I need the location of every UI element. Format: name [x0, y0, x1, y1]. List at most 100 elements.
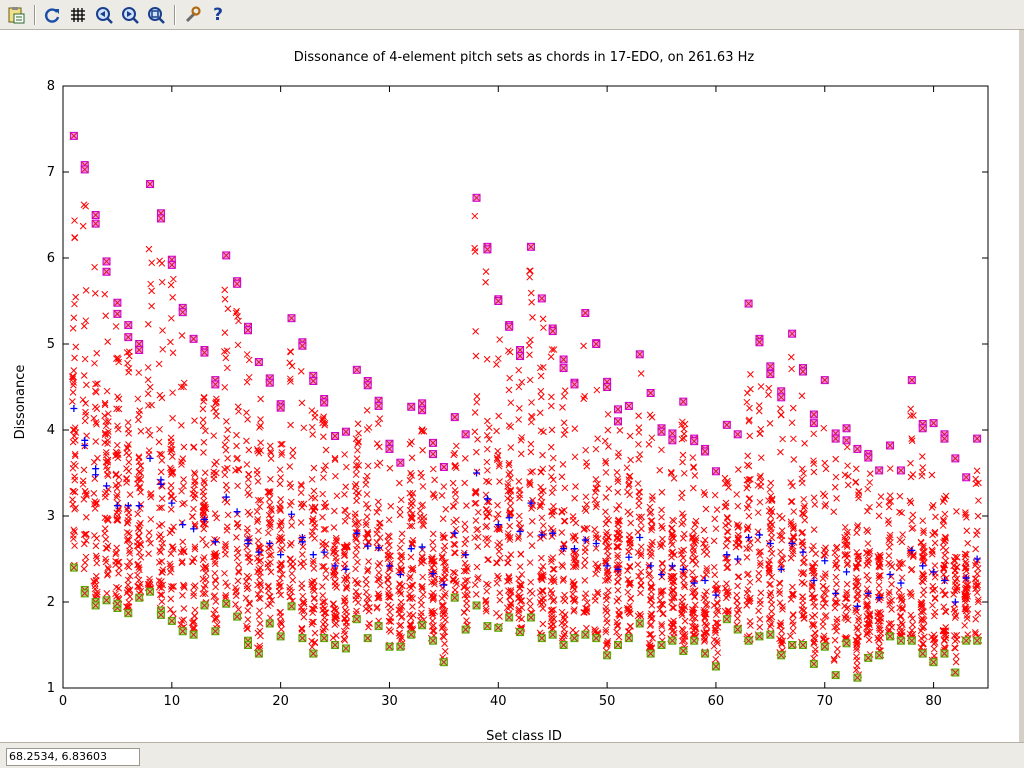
data-point-high — [605, 533, 612, 541]
data-point-high — [213, 398, 220, 406]
data-point-high — [627, 594, 634, 602]
data-point-high — [406, 477, 414, 484]
data-point-mean — [581, 536, 589, 544]
data-point-high — [822, 612, 830, 619]
data-point-mean — [930, 568, 938, 576]
data-point-high — [126, 549, 134, 557]
data-point-high — [571, 550, 578, 558]
data-point-high — [440, 559, 447, 566]
data-point-high — [527, 603, 534, 610]
replot-button[interactable] — [40, 3, 64, 27]
data-point-high — [678, 602, 686, 609]
data-point-high — [374, 576, 381, 583]
data-point-high — [885, 520, 893, 527]
data-point-min-cross — [190, 631, 197, 639]
data-point-high — [277, 566, 284, 574]
data-point-high — [101, 399, 109, 407]
data-point-high — [942, 492, 950, 500]
data-point-high — [351, 576, 359, 584]
data-point-high — [464, 591, 471, 599]
zoom-next-button[interactable] — [118, 3, 142, 27]
data-point-high — [406, 506, 414, 514]
data-point-high — [743, 554, 751, 561]
copy-clipboard-button[interactable] — [4, 3, 28, 27]
data-point-high — [242, 594, 250, 602]
data-point-high — [146, 383, 154, 391]
data-point-high — [319, 628, 327, 636]
data-point-high — [442, 566, 450, 574]
data-point-high — [496, 613, 503, 620]
data-point-high — [137, 541, 145, 549]
data-point-high — [691, 614, 699, 622]
data-point-high — [939, 544, 947, 551]
data-point-max-cross — [549, 327, 557, 335]
data-point-high — [635, 455, 643, 463]
data-point-high — [188, 558, 196, 565]
data-point-high — [581, 594, 589, 602]
data-point-high — [820, 551, 828, 559]
data-point-high — [418, 582, 426, 590]
options-button[interactable] — [180, 3, 204, 27]
data-point-high — [167, 487, 175, 495]
data-point-high — [320, 503, 328, 511]
y-tick-label: 4 — [47, 423, 55, 438]
data-point-high — [700, 634, 708, 641]
data-point-mean — [418, 543, 426, 551]
data-point-high — [637, 370, 645, 377]
data-point-high — [102, 422, 110, 430]
plot-canvas[interactable]: 0 10 20 30 40 50 60 70 80 1 2 3 4 5 6 7 8 Dissonance of … — [0, 30, 1019, 744]
data-point-high — [703, 629, 710, 637]
data-point-high — [71, 300, 78, 308]
data-point-high — [289, 558, 297, 565]
data-point-high — [875, 622, 883, 630]
data-point-high — [801, 440, 808, 447]
grid-button[interactable] — [66, 3, 90, 27]
data-point-high — [181, 499, 188, 507]
data-point-high — [865, 636, 873, 644]
data-point-high — [919, 517, 927, 525]
data-point-high — [754, 509, 762, 516]
data-point-high — [604, 547, 611, 555]
data-point-high — [245, 483, 252, 490]
data-point-high — [353, 607, 360, 615]
data-point-high — [438, 553, 446, 560]
data-point-high — [135, 416, 142, 424]
data-point-mean — [810, 577, 818, 584]
data-point-high — [700, 488, 708, 496]
data-point-high — [364, 462, 372, 470]
zoom-prev-button[interactable] — [92, 3, 116, 27]
data-point-high — [429, 538, 437, 546]
data-point-high — [126, 529, 133, 537]
data-point-high — [125, 598, 133, 606]
data-point-high — [167, 445, 174, 453]
data-point-high — [777, 619, 785, 627]
data-point-high — [461, 540, 469, 548]
unzoom-button[interactable] — [144, 3, 168, 27]
data-point-high — [691, 593, 699, 600]
data-point-max-cross — [777, 387, 785, 395]
data-point-high — [374, 590, 382, 598]
data-point-max-cross — [222, 252, 230, 259]
data-point-high — [72, 343, 80, 351]
data-point-high — [637, 612, 645, 620]
data-point-high — [733, 591, 741, 599]
data-point-high — [276, 609, 284, 616]
data-point-max-cross — [560, 356, 567, 363]
data-point-high — [526, 587, 534, 595]
help-button[interactable]: ? — [206, 3, 230, 27]
data-point-high — [373, 462, 381, 469]
data-point-high — [387, 628, 395, 635]
data-point-high — [678, 520, 686, 528]
data-point-high — [472, 328, 479, 335]
data-point-high — [754, 528, 762, 536]
data-point-high — [429, 545, 437, 553]
data-point-high — [746, 475, 754, 483]
data-point-high — [547, 593, 555, 601]
data-point-high — [167, 595, 175, 603]
data-point-high — [288, 588, 295, 596]
data-point-high — [799, 570, 807, 578]
data-point-high — [963, 513, 970, 521]
data-point-high — [645, 571, 653, 579]
data-point-high — [104, 472, 112, 480]
data-point-high — [158, 535, 165, 543]
